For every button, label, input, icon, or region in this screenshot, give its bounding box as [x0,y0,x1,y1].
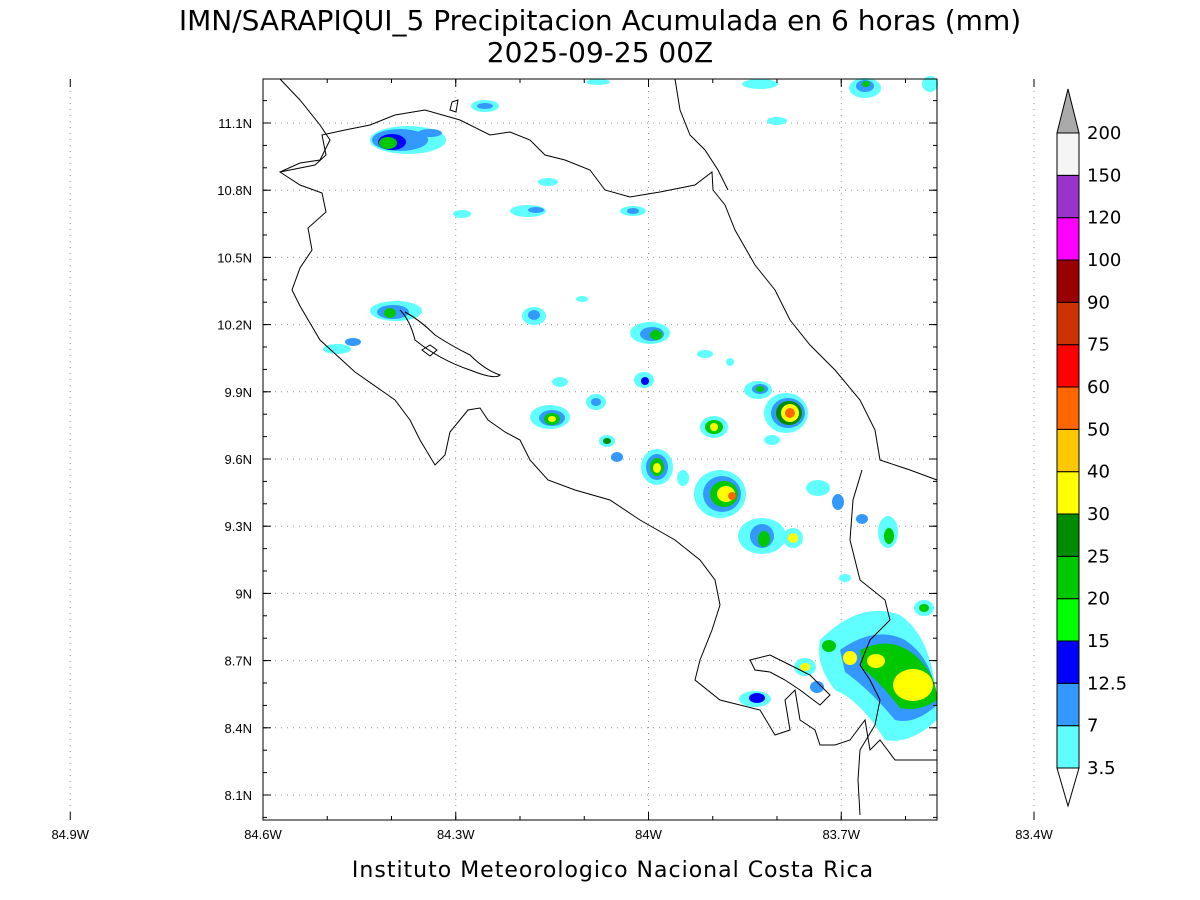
x-tick-label: 84.6W [244,827,282,842]
y-tick-label: 9.6N [225,452,252,467]
colorbar-label: 90 [1087,292,1110,313]
x-tick-label: 84W [635,827,662,842]
y-tick-label: 10.8N [217,183,252,198]
colorbar-band [1056,598,1080,642]
y-tick-label: 9.3N [225,519,252,534]
colorbar-label: 7 [1087,716,1098,737]
colorbar-band [1056,555,1080,600]
x-tick-label: 84.9W [51,827,89,842]
y-tick-label: 8.7N [225,654,252,669]
map-title: IMN/SARAPIQUI_5 Precipitacion Acumulada … [179,4,1021,37]
gridlines [69,79,1035,820]
x-tick-label: 83.7W [822,827,860,842]
colorbar-band [1056,344,1080,388]
colorbar-band [1056,471,1080,515]
colorbar-band [1056,174,1080,219]
colorbar-band [1056,301,1080,346]
colorbar-label: 40 [1087,462,1110,483]
colorbar-label: 200 [1087,123,1121,144]
colorbar-label: 20 [1087,589,1110,610]
x-tick-label: 83.4W [1015,827,1053,842]
x-tick-label: 84.3W [437,827,475,842]
colorbar-band [1056,682,1080,727]
x-axis-ticks: 85.8W85.5W85.2W84.9W84.6W84.3W84W83.7W83… [51,79,1054,842]
colorbar-band [1056,428,1080,473]
colorbar-label: 120 [1087,208,1121,229]
colorbar-label: 75 [1087,335,1110,356]
colorbar-low-extend [1056,767,1080,808]
colorbar-band [1056,725,1080,769]
colorbar-label: 60 [1087,377,1110,398]
colorbar-band [1056,513,1080,557]
colorbar-band [1056,259,1080,303]
colorbar-label: 12.5 [1087,673,1127,694]
colorbar-high-extend [1056,88,1080,134]
colorbar-band [1056,132,1080,176]
plot-background [263,79,937,820]
colorbar-label: 100 [1087,250,1121,271]
colorbar-band [1056,640,1080,684]
colorbar-label: 15 [1087,631,1110,652]
footer-credit: Instituto Meteorologico Nacional Costa R… [352,858,874,883]
y-tick-label: 9N [235,586,252,601]
map-subtitle: 2025-09-25 00Z [487,36,713,69]
plot-frame [262,78,938,821]
colorbar-label: 25 [1087,546,1110,567]
y-tick-label: 9.9N [225,385,252,400]
y-tick-label: 11.1N [218,116,252,131]
colorbar: 3.5 7 12.5 15 20 25 30 40 50 60 75 90 100 120 150 200 [1056,88,1127,808]
colorbar-band [1056,386,1080,430]
coastline [278,78,938,816]
colorbar-band [1056,217,1080,261]
colorbar-label: 50 [1087,419,1110,440]
y-axis-ticks: 11.1N 10.8N 10.5N 10.2N 9.9N 9.6N 9.3N 9N 8.7N 8.… [217,100,937,818]
y-tick-label: 8.1N [225,788,252,803]
y-tick-label: 8.4N [225,721,252,736]
precipitation-field [323,76,938,741]
colorbar-label: 150 [1087,165,1121,186]
map-plot-area: 85.8W85.5W85.2W84.9W84.6W84.3W84W83.7W83… [51,76,1054,842]
colorbar-label: 3.5 [1087,758,1116,779]
colorbar-label: 30 [1087,504,1110,525]
y-tick-label: 10.2N [217,318,252,333]
y-tick-label: 10.5N [217,250,252,265]
